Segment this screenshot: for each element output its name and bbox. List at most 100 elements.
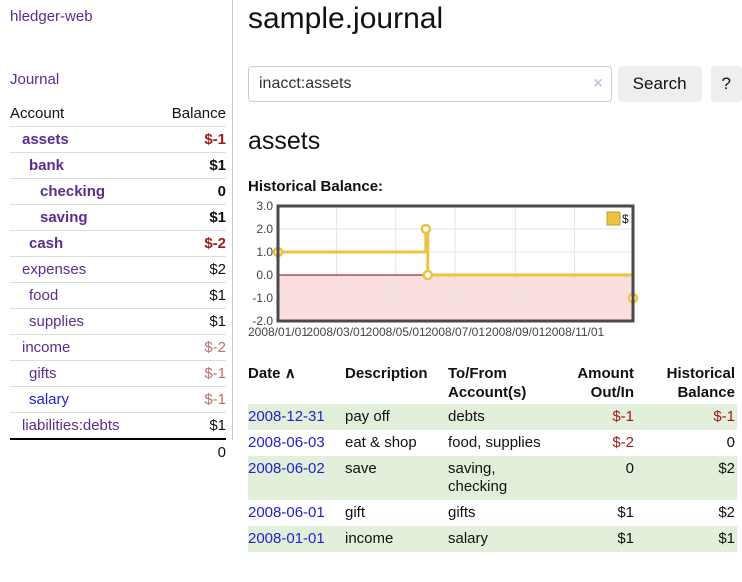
transaction-description: eat & shop [345,434,417,451]
svg-text:1.0: 1.0 [256,245,273,259]
account-link[interactable]: liabilities:debts [22,417,120,434]
register-row: 2008-06-01 gift gifts $1 $2 [248,500,737,526]
account-name-cell: saving [10,204,155,231]
account-row: cash $-2 [10,230,226,257]
account-row: food $1 [10,282,226,309]
search-button[interactable]: Search [617,66,702,102]
accounts-header-balance: Balance [171,105,226,122]
register-header-description: Description [345,365,428,382]
account-name-cell: income [10,334,155,361]
help-button[interactable]: ? [710,66,742,102]
account-balance: $-2 [154,230,226,257]
transaction-accounts: debts [448,408,485,425]
transaction-date-cell: 2008-06-02 [248,456,345,500]
register-table: Date ∧ Description To/From Account(s) Am… [248,362,737,552]
transaction-description: save [345,460,377,477]
svg-text:2008/05/01: 2008/05/01 [366,325,426,339]
account-link[interactable]: checking [40,183,106,200]
account-name-cell: supplies [10,308,155,335]
svg-text:-1.0: -1.0 [252,291,273,305]
transaction-date-cell: 2008-12-31 [248,404,345,430]
register-header-amount: Amount Out/In [577,365,634,401]
register-row: 2008-06-02 save saving, checking 0 $2 [248,456,737,500]
transaction-accounts: gifts [448,504,476,521]
transaction-balance: $-1 [713,408,735,425]
sort-ascending-icon: ∧ [284,365,296,382]
transaction-accounts: food, supplies [448,434,541,451]
account-balance: $2 [154,256,226,283]
svg-text:2008/07/01: 2008/07/01 [425,325,485,339]
accounts-total-spacer [10,438,155,465]
balance-chart[interactable]: $3.0 2.0 1.0 0.0 -1.0 -2.0 2008/01/01 2008/03/0… [248,199,742,342]
search-input[interactable] [248,66,612,102]
sidebar: hledger-web Journal Account Balance asse… [0,0,233,465]
transaction-description: pay off [345,408,390,425]
register-header-row: Date ∧ Description To/From Account(s) Am… [248,362,737,404]
account-link[interactable]: cash [29,235,64,252]
account-row: supplies $1 [10,308,226,335]
transaction-date-cell: 2008-06-03 [248,430,345,456]
transaction-description: gift [345,504,366,521]
svg-text:2.0: 2.0 [256,222,273,236]
account-link[interactable]: supplies [29,313,85,330]
register-row: 2008-12-31 pay off debts $-1 $-1 [248,404,737,430]
account-row: gifts $-1 [10,360,226,387]
svg-text:$: $ [622,212,629,226]
transaction-date-link[interactable]: 2008-01-01 [248,530,325,547]
account-name-cell: gifts [10,360,155,387]
account-link[interactable]: bank [29,157,65,174]
chart-title: Historical Balance: [248,178,384,195]
transaction-balance: $2 [718,460,735,477]
main-content: sample.journal × Search ? assets Histori… [248,0,742,552]
account-link[interactable]: food [29,287,59,304]
register-header-date[interactable]: Date ∧ [248,365,296,382]
clear-search-icon[interactable]: × [593,75,603,92]
account-balance: $-1 [154,386,226,413]
account-name-cell: checking [10,178,155,205]
account-row: expenses $2 [10,256,226,283]
svg-text:3.0: 3.0 [256,199,273,213]
account-balance: 0 [154,178,226,205]
transaction-date-link[interactable]: 2008-06-03 [248,434,325,451]
transaction-balance: $2 [718,504,735,521]
svg-text:2008/11/01: 2008/11/01 [545,325,604,339]
transaction-date-link[interactable]: 2008-06-02 [248,460,325,477]
account-balance: $-2 [154,334,226,361]
account-link[interactable]: gifts [29,365,57,382]
account-row: bank $1 [10,152,226,179]
search-input-wrap: × [248,66,612,102]
account-name-cell: cash [10,230,155,257]
transaction-amount: 0 [625,460,634,477]
transaction-amount: $-1 [612,408,634,425]
register-row: 2008-01-01 income salary $1 $1 [248,526,737,552]
account-name-cell: salary [10,386,155,413]
account-balance: $-1 [154,126,226,153]
transaction-date-link[interactable]: 2008-06-01 [248,504,325,521]
account-heading: assets [248,127,321,155]
svg-text:2008/01/01: 2008/01/01 [248,325,308,339]
register-row: 2008-06-03 eat & shop food, supplies $-2 0 [248,430,737,456]
account-link[interactable]: income [22,339,71,356]
svg-text:2008/03/01: 2008/03/01 [306,325,366,339]
transaction-accounts: saving, checking [448,460,508,495]
transaction-amount: $-2 [612,434,634,451]
account-balance: $1 [154,152,226,179]
account-name-cell: expenses [10,256,155,283]
account-link[interactable]: salary [29,391,70,408]
search-bar: × Search ? [248,66,742,102]
transaction-date-link[interactable]: 2008-12-31 [248,408,325,425]
app-brand-link[interactable]: hledger-web [10,8,93,25]
account-row: salary $-1 [10,386,226,413]
nav-journal-link[interactable]: Journal [10,71,60,88]
account-link[interactable]: saving [40,209,88,226]
account-row: liabilities:debts $1 [10,412,226,439]
transaction-accounts: salary [448,530,489,547]
transaction-amount: $1 [617,530,634,547]
account-balance: $1 [154,412,226,439]
account-name-cell: food [10,282,155,309]
account-link[interactable]: assets [22,131,69,148]
account-link[interactable]: expenses [22,261,87,278]
svg-text:2008/09/01: 2008/09/01 [485,325,545,339]
transaction-description: income [345,530,394,547]
transaction-balance: 0 [726,434,735,451]
